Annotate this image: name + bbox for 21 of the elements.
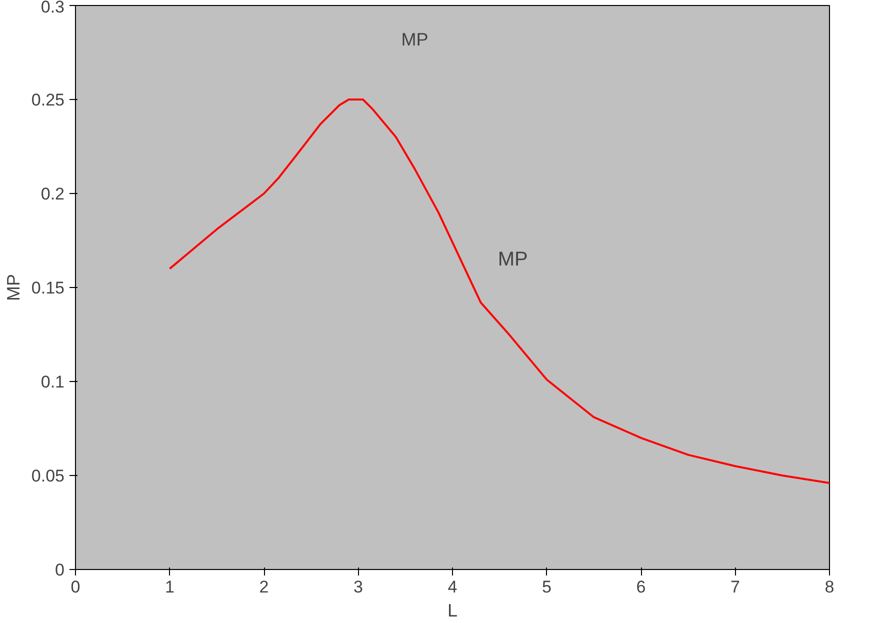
x-tick-label: 2 xyxy=(259,578,269,596)
y-tick-label: 0.05 xyxy=(31,466,65,486)
x-tick-label: 4 xyxy=(448,578,458,596)
x-tick-label: 3 xyxy=(354,578,363,596)
x-tick-label: 5 xyxy=(542,578,552,596)
x-tick-label: 7 xyxy=(730,578,740,596)
y-tick-label: 0.15 xyxy=(31,278,65,298)
annotation: MP xyxy=(401,29,428,50)
line-series xyxy=(168,98,830,484)
x-tick-label: 8 xyxy=(824,578,834,596)
x-tick-label: 1 xyxy=(165,578,174,596)
annotation: MP xyxy=(498,248,528,270)
y-tick-label: 0.25 xyxy=(31,90,65,110)
y-tick-label: 0.1 xyxy=(40,372,65,392)
x-tick-label: 6 xyxy=(636,578,646,596)
y-axis-title: MP xyxy=(3,274,24,301)
y-tick-label: 0.3 xyxy=(40,0,65,16)
y-tick-label: 0.2 xyxy=(40,184,65,204)
x-axis-title: L xyxy=(447,600,458,620)
y-tick-label: 0 xyxy=(55,560,65,580)
x-tick-label: 0 xyxy=(70,578,80,596)
